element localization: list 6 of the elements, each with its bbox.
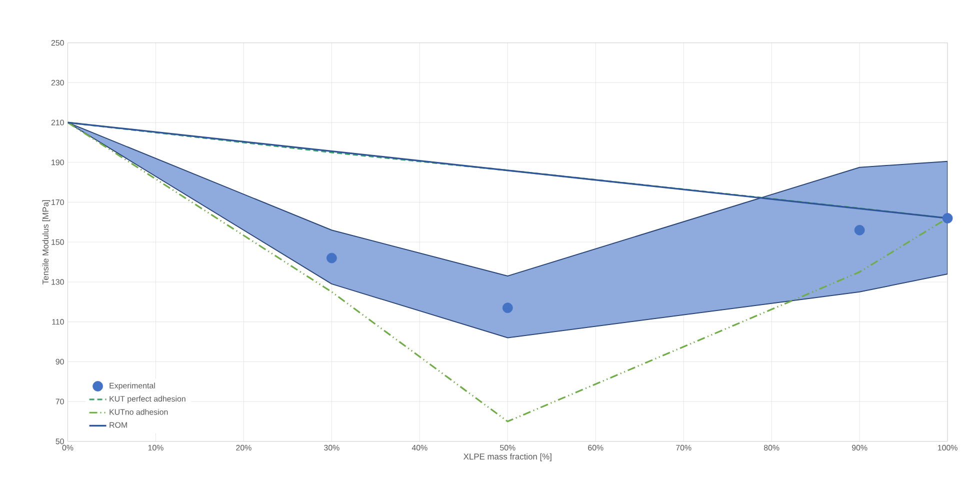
point xyxy=(502,302,513,313)
y-axis-title: Tensile Modulus [MPa] xyxy=(42,200,50,284)
point xyxy=(326,252,337,264)
x-axis-title: XLPE mass fraction [%] xyxy=(464,453,552,462)
point xyxy=(854,224,865,236)
point xyxy=(942,212,953,224)
